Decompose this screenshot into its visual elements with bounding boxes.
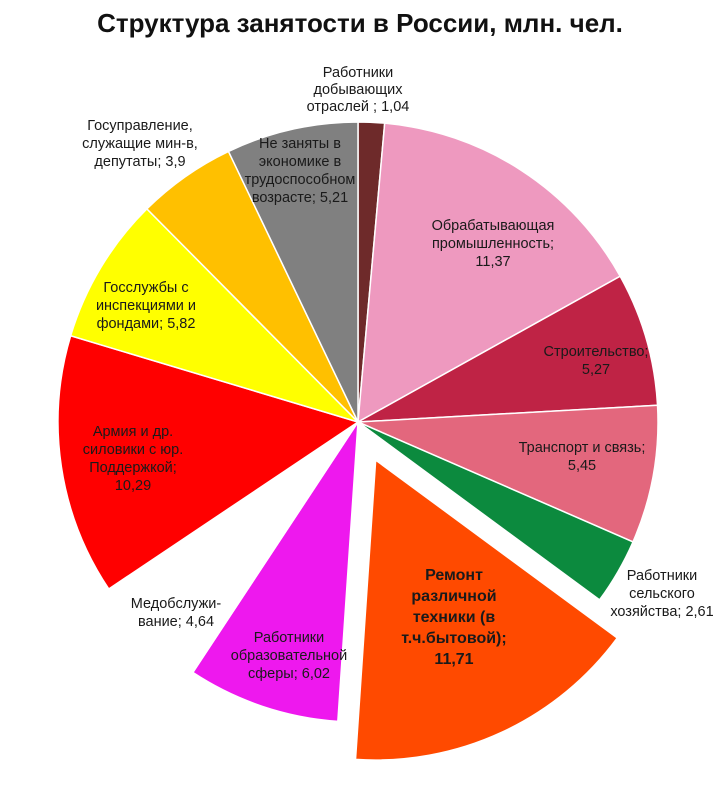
slice-data-label: Работники сельского хозяйства; 2,61: [610, 568, 713, 620]
slice-data-label: Работники добывающих отраслей ; 1,04: [307, 65, 410, 115]
pie-slice: [357, 122, 622, 424]
slice-data-label: Армия и др. силовики с юр. Поддержкой; 10,2…: [83, 424, 184, 494]
chart-title: Структура занятости в России, млн. чел.: [97, 8, 623, 38]
slice-data-label: Не заняты в экономике в трудоспособном возр…: [245, 136, 356, 206]
slice-data-label: Госслужбы с инспекциями и фондами; 5,82: [96, 280, 196, 332]
slice-data-label: Госуправление, служащие мин-в, депутаты; 3…: [82, 118, 198, 170]
slice-data-label: Ремонт различной техники (в т.ч.бытовой); 11…: [401, 567, 506, 668]
pie-slice: [107, 421, 359, 674]
pie-slice: [57, 334, 360, 590]
pie-slice: [227, 121, 359, 423]
pie-slice: [357, 421, 634, 601]
pie-slice: [69, 207, 359, 423]
pie-slice: [354, 458, 619, 761]
slice-data-label: Транспорт и связь; 5,45: [519, 440, 646, 474]
slice-data-label: Медобслужи-вание; 4,64: [131, 596, 222, 630]
slice-data-label: Работники образовательной сферы; 6,02: [231, 630, 347, 682]
pie-slice: [191, 419, 359, 723]
slice-data-label: Строительство; 5,27: [544, 344, 649, 378]
pie-slice: [357, 404, 659, 543]
slice-data-label: Обрабатывающая промышленность; 11,37: [432, 218, 555, 270]
pie-slice: [357, 275, 659, 423]
